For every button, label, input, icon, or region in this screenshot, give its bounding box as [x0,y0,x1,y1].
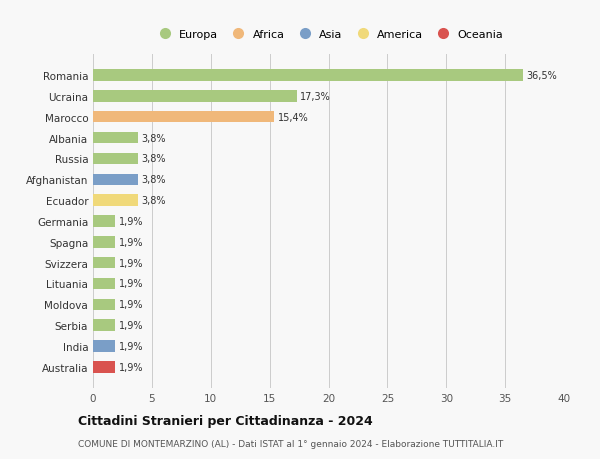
Bar [93,278,115,290]
Bar [93,257,115,269]
Text: 1,9%: 1,9% [119,300,143,310]
Text: 36,5%: 36,5% [526,71,557,81]
Text: 3,8%: 3,8% [141,154,166,164]
Legend: Europa, Africa, Asia, America, Oceania: Europa, Africa, Asia, America, Oceania [151,28,506,42]
Bar [93,70,523,82]
Bar [93,153,138,165]
Bar [93,112,274,123]
Bar [93,361,115,373]
Bar [93,174,138,185]
Text: 3,8%: 3,8% [141,133,166,143]
Text: 1,9%: 1,9% [119,341,143,351]
Bar [93,299,115,310]
Text: 1,9%: 1,9% [119,237,143,247]
Text: 1,9%: 1,9% [119,320,143,330]
Text: 3,8%: 3,8% [141,196,166,206]
Bar [93,320,115,331]
Text: COMUNE DI MONTEMARZINO (AL) - Dati ISTAT al 1° gennaio 2024 - Elaborazione TUTTI: COMUNE DI MONTEMARZINO (AL) - Dati ISTAT… [78,439,503,448]
Text: 1,9%: 1,9% [119,362,143,372]
Text: 3,8%: 3,8% [141,175,166,185]
Text: 1,9%: 1,9% [119,279,143,289]
Text: 15,4%: 15,4% [278,112,308,123]
Bar [93,195,138,207]
Bar [93,133,138,144]
Bar [93,341,115,352]
Text: Cittadini Stranieri per Cittadinanza - 2024: Cittadini Stranieri per Cittadinanza - 2… [78,414,373,428]
Text: 1,9%: 1,9% [119,217,143,226]
Bar [93,216,115,227]
Text: 1,9%: 1,9% [119,258,143,268]
Bar [93,236,115,248]
Text: 17,3%: 17,3% [300,92,331,102]
Bar [93,91,297,102]
